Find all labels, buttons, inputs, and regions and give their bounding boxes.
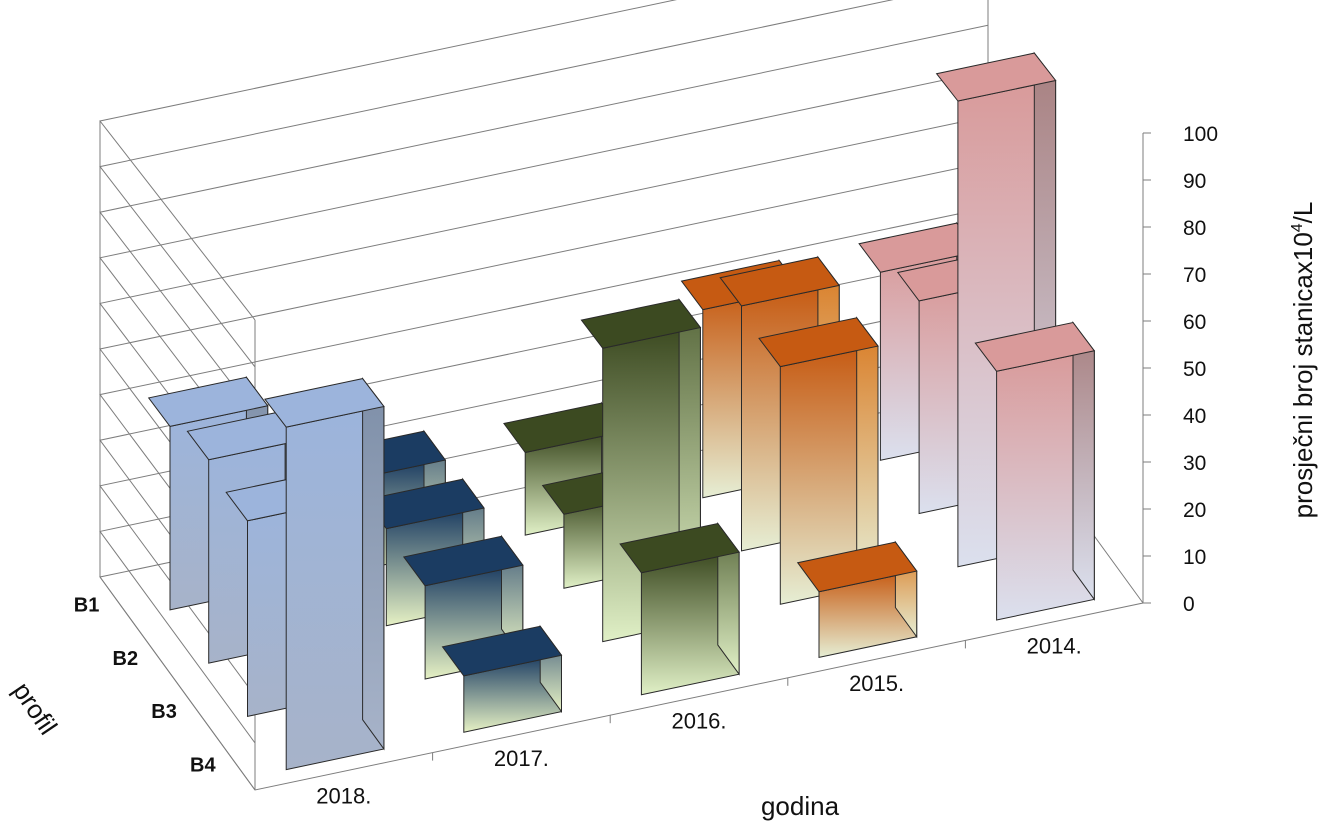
bar-2016.-B4 (619, 521, 740, 696)
gridline-90 (99, 0, 894, 368)
category-label: 2018. (316, 783, 371, 808)
bar-top (974, 321, 1096, 372)
bar-top (758, 317, 879, 368)
bar-top (619, 522, 740, 574)
z-axis-title: profil (7, 677, 63, 740)
bar-top (935, 52, 1057, 102)
bar-2015.-B4 (796, 540, 918, 659)
y-axis-title-tail: /L (1288, 202, 1318, 224)
bar-top (441, 625, 563, 677)
profile-label: B2 (113, 648, 139, 670)
ytick-label: 80 (1183, 217, 1206, 240)
bar-side (1072, 321, 1095, 601)
bar-top (147, 376, 269, 427)
bar-2014.-B4 (974, 321, 1096, 621)
ytick-label: 90 (1183, 170, 1206, 193)
category-label: 2015. (849, 671, 904, 696)
bar-top (264, 378, 385, 428)
bar-2017.-B4 (441, 624, 563, 733)
bar-top (503, 402, 624, 454)
gridline-80 (99, 24, 989, 415)
ytick-label: 50 (1183, 358, 1206, 381)
ytick-label: 0 (1183, 593, 1195, 616)
bar-side (362, 377, 385, 751)
profile-label: B3 (151, 701, 177, 723)
ytick-label: 10 (1183, 546, 1206, 569)
bar-side (856, 316, 879, 586)
bar-top (796, 541, 918, 593)
bar-top (580, 298, 702, 349)
gridline-100 (99, 0, 678, 321)
bar-top (719, 256, 841, 307)
y-axis-title: prosječni broj stanicax104/L (1288, 202, 1318, 519)
ytick-label: 100 (1183, 123, 1218, 146)
y-axis-title-main: prosječni broj stanicax10 (1288, 232, 1318, 518)
x-axis-title: godina (761, 791, 840, 821)
bar-2015.-B3 (758, 316, 879, 605)
category-label: 2017. (494, 746, 549, 771)
category-label: 2016. (671, 709, 726, 734)
profile-label: B1 (74, 595, 100, 617)
labels: 0 10 20 30 40 50 60 70 80 90 100 2018. 2017. 2016. 201… (74, 123, 1218, 808)
category-label: 2014. (1027, 634, 1082, 659)
bar-top (402, 535, 524, 587)
bars (147, 51, 1096, 771)
ytick-label: 60 (1183, 311, 1206, 334)
ytick-label: 70 (1183, 264, 1206, 287)
profile-label: B4 (190, 754, 216, 776)
bar-top (858, 222, 979, 273)
ytick-label: 40 (1183, 405, 1206, 428)
ytick-label: 30 (1183, 452, 1206, 475)
ytick-label: 20 (1183, 499, 1206, 522)
y-axis-title-sup: 4 (1289, 223, 1306, 232)
bar-2018.-B4 (264, 377, 385, 771)
